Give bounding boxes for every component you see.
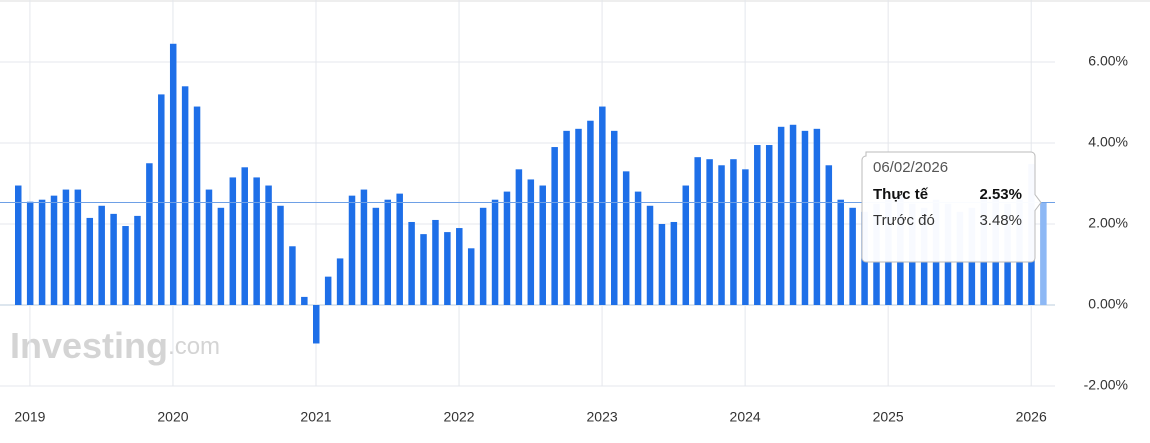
bar (491, 199, 499, 305)
x-tick-label: 2023 (587, 409, 618, 425)
bar (86, 217, 94, 305)
bar (1040, 202, 1047, 305)
bar (801, 130, 809, 305)
bar (348, 195, 356, 305)
bar (718, 165, 725, 305)
bar (825, 165, 833, 305)
bar (193, 106, 201, 305)
bar (694, 157, 701, 305)
bar (420, 234, 427, 305)
bar (146, 163, 153, 305)
bar (50, 195, 58, 305)
y-tick-label: 4.00% (1088, 134, 1128, 150)
y-tick-label: 2.00% (1088, 215, 1128, 231)
bar (849, 207, 856, 305)
bar (372, 207, 380, 305)
bar (682, 185, 690, 305)
x-tick-label: 2021 (300, 409, 331, 425)
bar (265, 185, 272, 305)
bar (754, 145, 761, 305)
bar (527, 179, 535, 305)
bar (563, 130, 570, 305)
bar (432, 219, 439, 305)
bar (551, 147, 558, 305)
bar (634, 191, 642, 305)
watermark-suffix: .com (168, 333, 220, 360)
overlay: -2.00% 0.00% 2.00% 4.00% 6.00% 2019 2020 2021 20… (0, 0, 1150, 425)
x-tick-label: 2026 (1016, 409, 1047, 425)
bar (587, 120, 594, 305)
bar (479, 207, 487, 305)
bar (813, 128, 821, 305)
bar (706, 159, 713, 305)
bar (777, 126, 785, 305)
bar (611, 130, 618, 305)
bar (467, 248, 475, 305)
bar (26, 201, 34, 305)
bar (158, 94, 165, 306)
tooltip-label: Trước đó (873, 212, 935, 229)
watermark-brand: Investing (10, 325, 168, 366)
bar (241, 167, 248, 305)
bar (289, 246, 296, 305)
bar (515, 169, 523, 305)
tooltip-value: 2.53% (979, 186, 1022, 203)
bar (837, 199, 844, 305)
bar (38, 199, 46, 305)
bar (62, 189, 70, 305)
bar (670, 221, 678, 305)
bar (575, 128, 582, 305)
x-tick-label: 2019 (14, 409, 45, 425)
bar (110, 213, 117, 305)
bar (277, 205, 284, 305)
bar (444, 232, 451, 305)
bar (503, 191, 511, 305)
bar (205, 189, 213, 305)
bar (324, 276, 332, 305)
bar (622, 171, 630, 305)
bar (336, 258, 344, 305)
bar (169, 43, 177, 306)
bar (360, 189, 368, 305)
bar (599, 106, 606, 305)
watermark: Investing.com (10, 325, 220, 366)
bar (181, 86, 189, 305)
x-tick-label: 2024 (730, 409, 761, 425)
x-tick-label: 2020 (157, 409, 188, 425)
tooltip-label: Thực tế (873, 186, 929, 203)
bar (301, 296, 308, 305)
bar (408, 221, 415, 305)
bar (765, 145, 773, 305)
bar (74, 189, 82, 305)
bar (646, 205, 654, 305)
x-tick-label: 2025 (873, 409, 904, 425)
bar (384, 199, 392, 305)
bar (253, 177, 260, 305)
tooltip-box (861, 151, 1042, 263)
bar (313, 305, 320, 344)
x-tick-label: 2022 (443, 409, 474, 425)
tooltip-date: 06/02/2026 (873, 159, 948, 176)
bar (134, 215, 141, 305)
bar (98, 205, 105, 305)
y-tick-label: 0.00% (1088, 296, 1128, 312)
bar (229, 177, 237, 305)
bar (122, 226, 129, 305)
tooltip-value: 3.48% (979, 212, 1022, 229)
y-tick-label: -2.00% (1084, 377, 1128, 393)
bar (456, 228, 463, 305)
bar (217, 207, 225, 305)
bar (15, 185, 22, 305)
bar (742, 169, 749, 305)
bar (396, 193, 403, 305)
bar (539, 185, 546, 305)
bar (789, 124, 797, 306)
y-tick-label: 6.00% (1088, 53, 1128, 69)
bar (730, 159, 737, 305)
bar (658, 224, 666, 305)
